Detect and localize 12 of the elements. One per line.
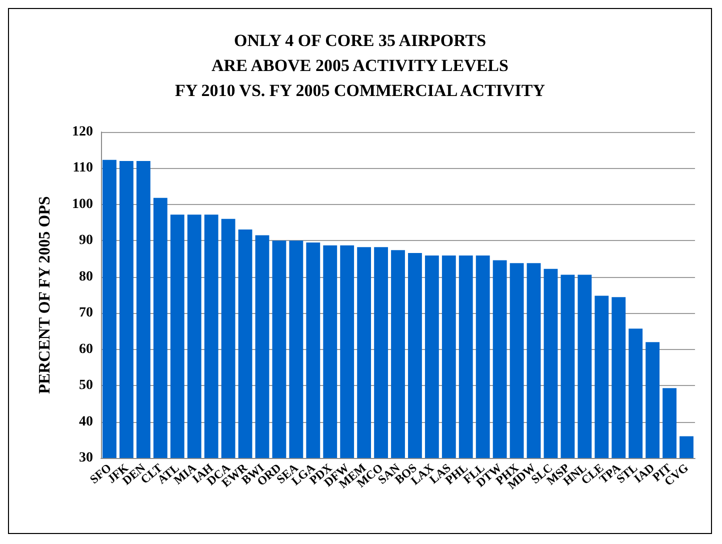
chart-title: ONLY 4 OF CORE 35 AIRPORTS ARE ABOVE 2005 ACTIVITY LEVELS FY 2010 VS. FY 2005 COMMERCIAL ACTIVITY xyxy=(174,31,546,100)
y-axis-title: PERCENT OF FY 2005 OPS xyxy=(36,196,54,394)
y-tick-label: 50 xyxy=(79,378,93,394)
y-tick-label: 120 xyxy=(72,124,93,140)
y-tick-label: 40 xyxy=(79,414,93,430)
y-tick-label: 30 xyxy=(79,450,93,466)
y-tick-label: 100 xyxy=(72,196,93,212)
y-tick-label: 110 xyxy=(72,160,93,176)
y-tick-label: 70 xyxy=(79,306,93,321)
y-tick-label: 80 xyxy=(79,269,93,284)
y-tick-label: 90 xyxy=(79,233,93,248)
y-tick-label: 60 xyxy=(79,342,93,357)
